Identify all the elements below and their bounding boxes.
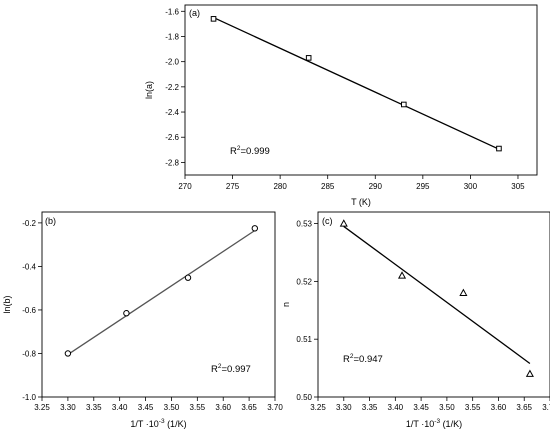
y-tick-label: -0.4: [22, 262, 36, 271]
r2-letter: R: [343, 354, 350, 365]
data-point-circle: [251, 225, 259, 232]
r2-annotation: R2=0.947: [343, 353, 383, 365]
y-tick-label: -2.0: [165, 58, 179, 67]
x-tick-label: 3.50: [164, 403, 180, 412]
x-axis-label-unit: (1/K): [440, 419, 462, 429]
x-tick-label: 3.70: [542, 403, 550, 412]
x-tick-label: 270: [178, 182, 192, 191]
data-point-circle: [184, 274, 192, 281]
x-tick-label: 3.50: [439, 403, 455, 412]
x-axis-label-main: 1/T ·10: [130, 419, 158, 429]
data-point-triangle: [397, 271, 407, 279]
panel-a: 270 275 280 285 290 295 300 305 -1.6 -1.8 -2.0 -2.2…: [144, 4, 538, 207]
x-tick-label: 3.65: [241, 403, 257, 412]
y-tick-label: 0.52: [296, 277, 312, 286]
y-tick-label: 0.51: [296, 335, 312, 344]
x-tick-label: 3.30: [336, 403, 352, 412]
fit-line: [343, 225, 531, 364]
x-axis-label-main: 1/T ·10: [406, 419, 434, 429]
data-point-triangle: [459, 288, 468, 296]
y-tick-label: -2.2: [165, 83, 179, 92]
y-axis-label: ln(a): [144, 81, 154, 99]
y-tick-label: -0.2: [22, 219, 36, 228]
r2-value: =0.999: [241, 146, 270, 157]
x-tick-label: 3.45: [138, 403, 154, 412]
x-tick-label: 285: [321, 182, 335, 191]
y-axis-label: ln(b): [2, 295, 12, 313]
x-tick-label: 3.30: [60, 403, 76, 412]
x-tick-label: 280: [273, 182, 287, 191]
r2-superscript: 2: [218, 363, 222, 370]
x-tick-label: 3.40: [388, 403, 404, 412]
x-tick-label: 3.55: [190, 403, 206, 412]
y-tick-label: -2.4: [165, 108, 179, 117]
panel-c: 3.25 3.30 3.35 3.40 3.45 3.50 3.55 3.60 3.65 3.70…: [281, 211, 550, 429]
y-tick-label: 0.50: [296, 393, 312, 402]
x-tick-label: 3.40: [112, 403, 128, 412]
x-tick-label: 3.55: [465, 403, 481, 412]
x-axis-label-sup: -3: [159, 418, 165, 425]
y-tick-label: -1.6: [165, 7, 179, 16]
y-tick-label: -1.8: [165, 32, 179, 41]
data-point-square: [210, 16, 217, 22]
x-tick-label: 3.60: [491, 403, 507, 412]
r2-annotation: R2=0.999: [230, 145, 270, 157]
y-axis-label: n: [281, 302, 291, 307]
data-point-circle: [123, 310, 130, 317]
plot-frame: [317, 211, 550, 398]
data-point-square: [305, 55, 312, 61]
r2-value: =0.997: [222, 364, 251, 375]
y-tick-label: -0.6: [22, 306, 36, 315]
x-tick-label: 3.25: [34, 403, 50, 412]
panel-b: 3.25 3.30 3.35 3.40 3.45 3.50 3.55 3.60 3.65 3.70…: [2, 211, 283, 429]
r2-value: =0.947: [354, 354, 383, 365]
x-tick-label: 300: [464, 182, 478, 191]
x-tick-label: 3.45: [413, 403, 429, 412]
plot-frame: [184, 4, 538, 176]
x-tick-label: 290: [369, 182, 383, 191]
x-axis-label-unit: (1/K): [165, 419, 187, 429]
fit-line: [67, 229, 256, 356]
x-tick-label: 3.35: [86, 403, 102, 412]
y-tick-label: -1.0: [22, 393, 36, 402]
panel-label: (b): [45, 216, 56, 226]
x-tick-label: 275: [226, 182, 240, 191]
data-point-square: [401, 101, 407, 108]
fit-line: [213, 17, 500, 150]
y-tick-label: -0.8: [22, 349, 36, 358]
x-axis-label: 1/T ·10-3 (1/K): [130, 418, 186, 429]
plot-frame: [41, 211, 276, 398]
y-tick-label: 0.53: [296, 220, 312, 229]
r2-superscript: 2: [237, 145, 241, 152]
data-point-triangle: [339, 219, 348, 227]
data-point-circle: [64, 350, 72, 357]
x-tick-label: 295: [416, 182, 430, 191]
panel-label: (a): [189, 8, 200, 18]
x-axis-label-main: T (K): [351, 197, 371, 207]
x-axis-label: T (K): [351, 197, 371, 207]
x-tick-label: 3.25: [310, 403, 326, 412]
x-tick-label: 3.70: [267, 403, 283, 412]
data-point-triangle: [525, 369, 534, 377]
x-tick-label: 305: [511, 182, 525, 191]
x-tick-label: 3.65: [516, 403, 532, 412]
x-axis-label: 1/T ·10-3 (1/K): [406, 418, 462, 429]
x-axis-label-sup: -3: [434, 418, 440, 425]
r2-letter: R: [230, 146, 237, 157]
data-point-square: [496, 145, 502, 152]
r2-letter: R: [211, 364, 218, 375]
r2-superscript: 2: [350, 353, 354, 360]
y-tick-label: -2.6: [165, 133, 179, 142]
x-tick-label: 3.35: [362, 403, 378, 412]
panel-label: (c): [322, 216, 333, 226]
y-tick-label: -2.8: [165, 158, 179, 167]
x-tick-label: 3.60: [215, 403, 231, 412]
r2-annotation: R2=0.997: [211, 363, 251, 375]
